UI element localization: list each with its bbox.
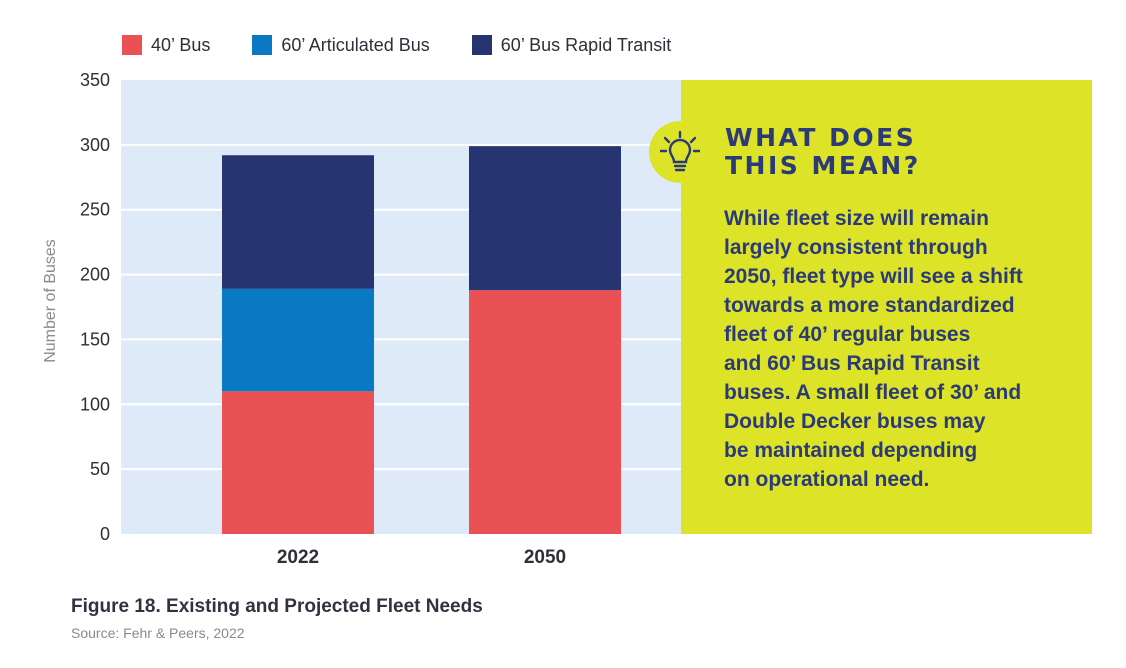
- legend-swatch-60-articulated-bus: [252, 35, 273, 55]
- bar-segment-2022-series-0: [222, 391, 374, 534]
- callout-title: WHAT DOES THIS MEAN?: [725, 124, 1065, 180]
- callout-body-line: towards a more standardized: [724, 294, 1015, 317]
- legend-item-60-bus-rapid-transit: 60’ Bus Rapid Transit: [471, 34, 672, 56]
- bar-segment-2050-series-2: [469, 146, 621, 291]
- lightbulb-badge: [649, 121, 711, 183]
- callout-body-line: largely consistent through: [724, 236, 988, 259]
- callout-body-line: 2050, fleet type will see a shift: [724, 265, 1023, 288]
- y-axis-title: Number of Buses: [42, 239, 59, 363]
- y-tick-label: 0: [100, 524, 110, 544]
- callout-body-line: buses. A small fleet of 30’ and: [724, 381, 1022, 404]
- legend-label-40-bus: 40’ Bus: [151, 34, 211, 55]
- callout-panel: [681, 80, 1092, 534]
- legend-swatch-40-bus: [122, 35, 142, 55]
- callout-body-line: on operational need.: [724, 468, 930, 491]
- callout-body-line: While fleet size will remain: [724, 207, 989, 230]
- callout-body-line: Double Decker buses may: [724, 410, 986, 433]
- x-tick-label: 2022: [277, 547, 319, 568]
- figure-caption: Figure 18. Existing and Projected Fleet …: [71, 596, 483, 617]
- y-tick-label: 350: [80, 70, 110, 90]
- y-tick-label: 300: [80, 135, 110, 155]
- y-tick-label: 250: [80, 200, 110, 220]
- y-tick-label: 200: [80, 265, 110, 285]
- legend-item-40-bus: 40’ Bus: [122, 35, 210, 56]
- chart-legend: 40’ Bus 60’ Articulated Bus 60’ Bus Rapi…: [122, 33, 671, 57]
- callout-title-line: THIS MEAN?: [725, 151, 921, 180]
- x-tick-label: 2050: [524, 547, 566, 568]
- y-tick-label: 150: [80, 329, 110, 349]
- y-tick-label: 50: [90, 459, 110, 479]
- lightbulb-icon: [660, 130, 700, 172]
- legend-label-60-bus-rapid-transit: 60’ Bus Rapid Transit: [500, 34, 672, 55]
- bar-segment-2050-series-0: [469, 290, 621, 534]
- callout-body-line: and 60’ Bus Rapid Transit: [724, 352, 980, 375]
- bar-segment-2022-series-1: [222, 288, 374, 392]
- stacked-bar-chart: 0 50 100 150 200 250 300 350 Number of Buses 2022…: [42, 70, 681, 568]
- callout-body-line: be maintained depending: [724, 439, 978, 462]
- legend-swatch-60-bus-rapid-transit: [471, 35, 492, 55]
- callout-body: While fleet size will remain largely con…: [724, 204, 1084, 494]
- y-tick-label: 100: [80, 394, 110, 414]
- legend-label-60-articulated-bus: 60’ Articulated Bus: [281, 34, 430, 55]
- bar-segment-2022-series-2: [222, 155, 374, 289]
- legend-item-60-articulated-bus: 60’ Articulated Bus: [252, 34, 430, 56]
- callout-body-line: fleet of 40’ regular buses: [724, 323, 971, 346]
- callout-title-line: WHAT DOES: [725, 123, 917, 152]
- figure-source: Source: Fehr & Peers, 2022: [71, 625, 245, 641]
